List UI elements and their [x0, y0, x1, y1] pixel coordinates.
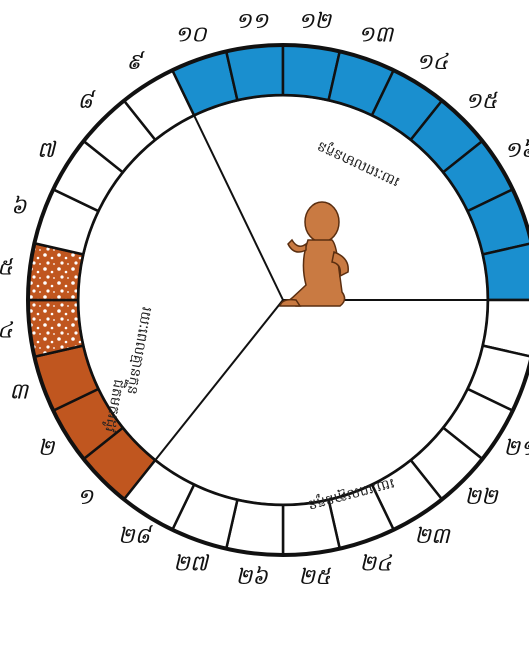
- baby-figure: [279, 201, 349, 307]
- ring: [26, 43, 529, 557]
- day-segment: [481, 242, 529, 302]
- day-label: ២៦: [236, 565, 270, 590]
- day-label: ១៥: [465, 89, 499, 114]
- day-label: ៣: [9, 379, 30, 404]
- day-label: ៨: [77, 89, 96, 114]
- day-segment: [26, 298, 85, 359]
- divider: [193, 114, 284, 301]
- day-labels: ១២៣៤៥៦៧៨៩១០១១១២១៣១៤១៥១៦១៧១៨១៩២០២១២២២៣២៤២…: [0, 9, 529, 590]
- day-label: ៤: [0, 318, 14, 343]
- day-label: ១២: [298, 9, 333, 34]
- day-label: ១០: [174, 23, 208, 48]
- day-label: ៥: [0, 256, 14, 281]
- day-label: ១៣: [358, 23, 396, 48]
- day-label: ៩: [126, 50, 145, 75]
- day-label: ២៣: [414, 524, 452, 549]
- day-label: ៧: [37, 138, 58, 163]
- day-segment: [224, 43, 285, 102]
- outer-rim: [26, 43, 529, 557]
- divider: [154, 299, 284, 461]
- day-label: ២៥: [298, 565, 332, 590]
- day-label: ១១: [235, 9, 270, 34]
- day-label: ២៤: [359, 551, 393, 576]
- day-label: ២៧: [173, 551, 211, 576]
- day-label: ១៤: [416, 50, 450, 75]
- day-label: ២: [38, 436, 56, 461]
- day-label: ២១: [503, 436, 529, 461]
- day-label: ២២: [464, 485, 499, 510]
- day-label: ១: [77, 485, 95, 510]
- day-label: ៦: [11, 195, 28, 220]
- day-label: ២៨: [118, 524, 154, 549]
- day-label: ១៦: [504, 138, 529, 163]
